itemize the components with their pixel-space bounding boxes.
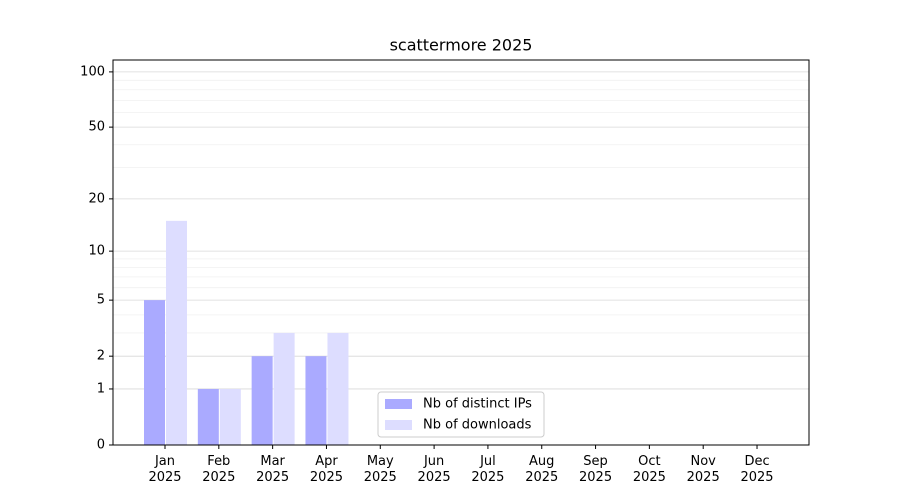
bar xyxy=(305,356,327,445)
x-tick-label: Jun 2025 xyxy=(418,454,451,485)
y-tick-label: 1 xyxy=(97,381,105,396)
legend-label: Nb of downloads xyxy=(423,418,532,433)
legend-swatch xyxy=(385,399,412,409)
x-tick-label: Dec 2025 xyxy=(740,454,773,485)
legend-box xyxy=(377,391,545,438)
x-tick-label: Feb 2025 xyxy=(202,454,235,485)
bar xyxy=(251,356,273,445)
y-tick-label: 50 xyxy=(88,120,105,135)
bar xyxy=(219,388,241,445)
chart-title: scattermore 2025 xyxy=(390,36,533,55)
bar xyxy=(144,300,165,445)
x-tick-label: Mar 2025 xyxy=(256,454,289,485)
y-tick-label: 20 xyxy=(88,191,105,206)
y-tick-label: 5 xyxy=(97,293,105,308)
y-tick-label: 10 xyxy=(88,244,105,259)
bar xyxy=(273,332,295,445)
x-tick-label: Jan 2025 xyxy=(148,454,181,485)
x-tick-label: Jul 2025 xyxy=(471,454,504,485)
x-tick-label: Oct 2025 xyxy=(633,454,666,485)
y-tick-label: 2 xyxy=(97,349,105,364)
x-tick-label: Aug 2025 xyxy=(525,454,558,485)
legend-swatch xyxy=(385,420,412,430)
bar xyxy=(197,388,219,445)
bar xyxy=(166,220,187,445)
x-tick-label: Nov 2025 xyxy=(687,454,720,485)
x-tick-label: Apr 2025 xyxy=(310,454,343,485)
legend-label: Nb of distinct IPs xyxy=(423,397,532,412)
axes-frame xyxy=(112,59,810,446)
x-tick-label: Sep 2025 xyxy=(579,454,612,485)
y-tick-label: 100 xyxy=(80,64,105,79)
x-tick-label: May 2025 xyxy=(364,454,397,485)
bar xyxy=(327,332,349,445)
y-tick-label: 0 xyxy=(97,438,105,453)
